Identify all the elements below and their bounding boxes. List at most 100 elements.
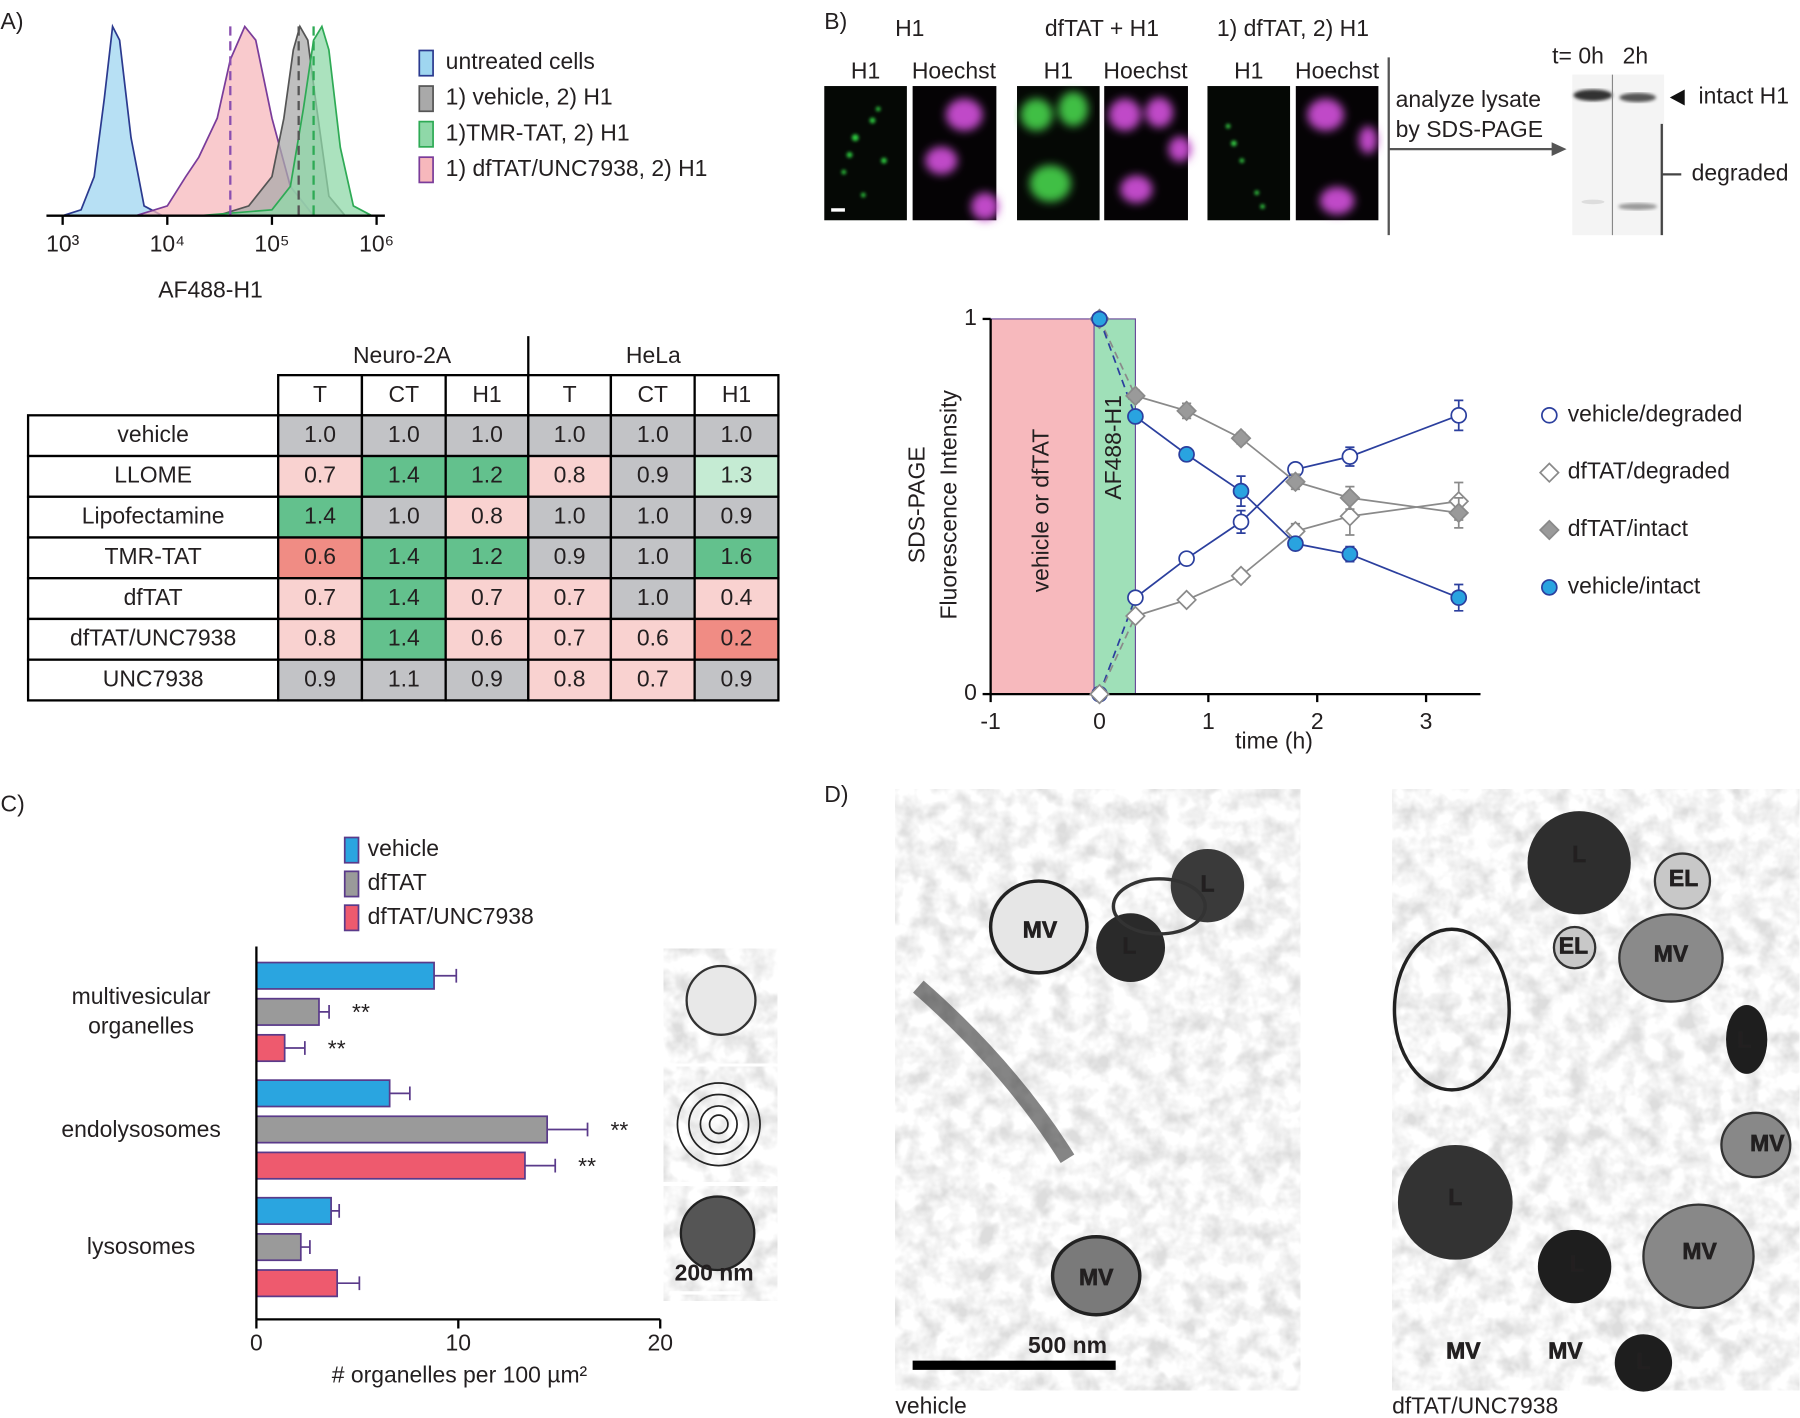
column-header: CT [637,381,668,407]
bar [255,1233,302,1262]
nuclei [1307,98,1378,215]
legend-label: 1)TMR-TAT, 2) H1 [446,119,630,145]
x-tick-label: 10 [446,1330,472,1356]
row-label: Lipofectamine [82,502,225,528]
cell-value: 0.9 [554,543,586,569]
category-label: multivesicular organelles [71,984,211,1040]
x-tick-label: 0 [1093,708,1106,734]
arrow-label: analyze lysate [1396,86,1541,112]
cell-value: 1.0 [304,421,336,447]
histogram-area [198,24,373,217]
cell-value: 1.4 [388,584,420,610]
band-label: degraded [1692,159,1789,185]
channel-label: Hoechst [1103,57,1188,83]
column-header: CT [389,381,420,407]
legend-label: dfTAT/intact [1568,515,1689,541]
error-bar [547,1122,589,1137]
em-label: MV [1079,1264,1114,1290]
em-label: L [1737,1027,1751,1053]
region-label: AF488-H1 [1100,395,1126,500]
panel-label: D) [824,781,848,807]
column-header: T [563,381,577,407]
series-line [1098,500,1459,695]
marker [1089,683,1110,705]
em-label: MV [1682,1238,1717,1264]
em-label: L [1200,871,1214,897]
cell-value: 1.0 [637,543,669,569]
insets [663,948,778,1301]
group-header: Neuro-2A [353,342,452,368]
cell-value: 0.8 [554,665,586,691]
table-cell [444,658,530,702]
cell-value: 0.9 [304,665,336,691]
scale-bar-label: 200 nm [675,1260,754,1286]
error-bar [337,1276,361,1291]
cell-value: 1.0 [471,421,503,447]
bar [255,961,435,990]
table-cell [527,536,613,580]
organelles [913,848,1245,1317]
cell-value: 0.7 [554,584,586,610]
group-header: HeLa [626,342,681,368]
em-label: L [1122,933,1136,959]
cell-value: 0.4 [721,584,753,610]
cell-value: 0.9 [471,665,503,691]
cell-value: 0.8 [554,462,586,488]
lane-label: t= 0h [1552,42,1604,68]
legend-swatch [343,836,360,864]
histogram-area [62,23,163,217]
table-cell [444,414,530,458]
x-tick-label: 10³ [46,231,80,257]
band [1573,89,1613,101]
legend-swatch [418,120,434,148]
legend-marker [1541,406,1558,424]
cell-value: 1.0 [554,421,586,447]
table-cell [277,495,364,539]
error-bar [331,1204,341,1218]
inset-image [663,1066,778,1182]
em-label: L [1572,841,1586,867]
legend-marker [1538,462,1560,484]
table-cell [444,577,530,621]
series-line [1098,318,1460,599]
pointer [1669,89,1685,106]
cell-value: 0.8 [304,625,336,651]
cell-value: 1.4 [388,625,420,651]
legend-swatch [418,156,434,184]
table-cell [444,495,530,539]
cell-value: 1.2 [471,462,503,488]
legend-swatch [418,85,434,113]
cells [1020,91,1089,202]
marker [1125,385,1146,407]
marker [1341,545,1359,563]
table-cell [693,414,780,458]
significance-label: ** [578,1153,596,1179]
table-cell [693,495,780,539]
em-label: MV [1548,1338,1583,1364]
error-bar [524,1158,557,1173]
y-axis-label: Fluorescence Intensity [936,390,962,620]
cell-value: 1.3 [721,462,753,488]
error-bar [300,1240,311,1254]
legend-marker [1538,519,1560,541]
bar [255,1079,391,1108]
table-cell [360,495,447,539]
cell-value: 0.7 [554,625,586,651]
em-label: EL [1669,865,1698,891]
legend-label: dfTAT/degraded [1568,458,1730,484]
row-label: dfTAT/UNC7938 [70,625,236,651]
panel-label: B) [824,8,847,34]
em-label: EL [1559,933,1588,959]
legend-label: 1) dfTAT/UNC7938, 2) H1 [446,155,708,181]
header-cell [444,374,530,417]
x-tick-label: 2 [1311,708,1324,734]
channel-label: Hoechst [912,57,997,83]
organelle [679,1195,756,1272]
row-label: TMR-TAT [105,543,202,569]
x-tick-label: 0 [250,1330,263,1356]
band [1618,203,1658,210]
legend-label: vehicle [368,835,439,861]
x-axis-label: AF488-H1 [158,276,263,302]
